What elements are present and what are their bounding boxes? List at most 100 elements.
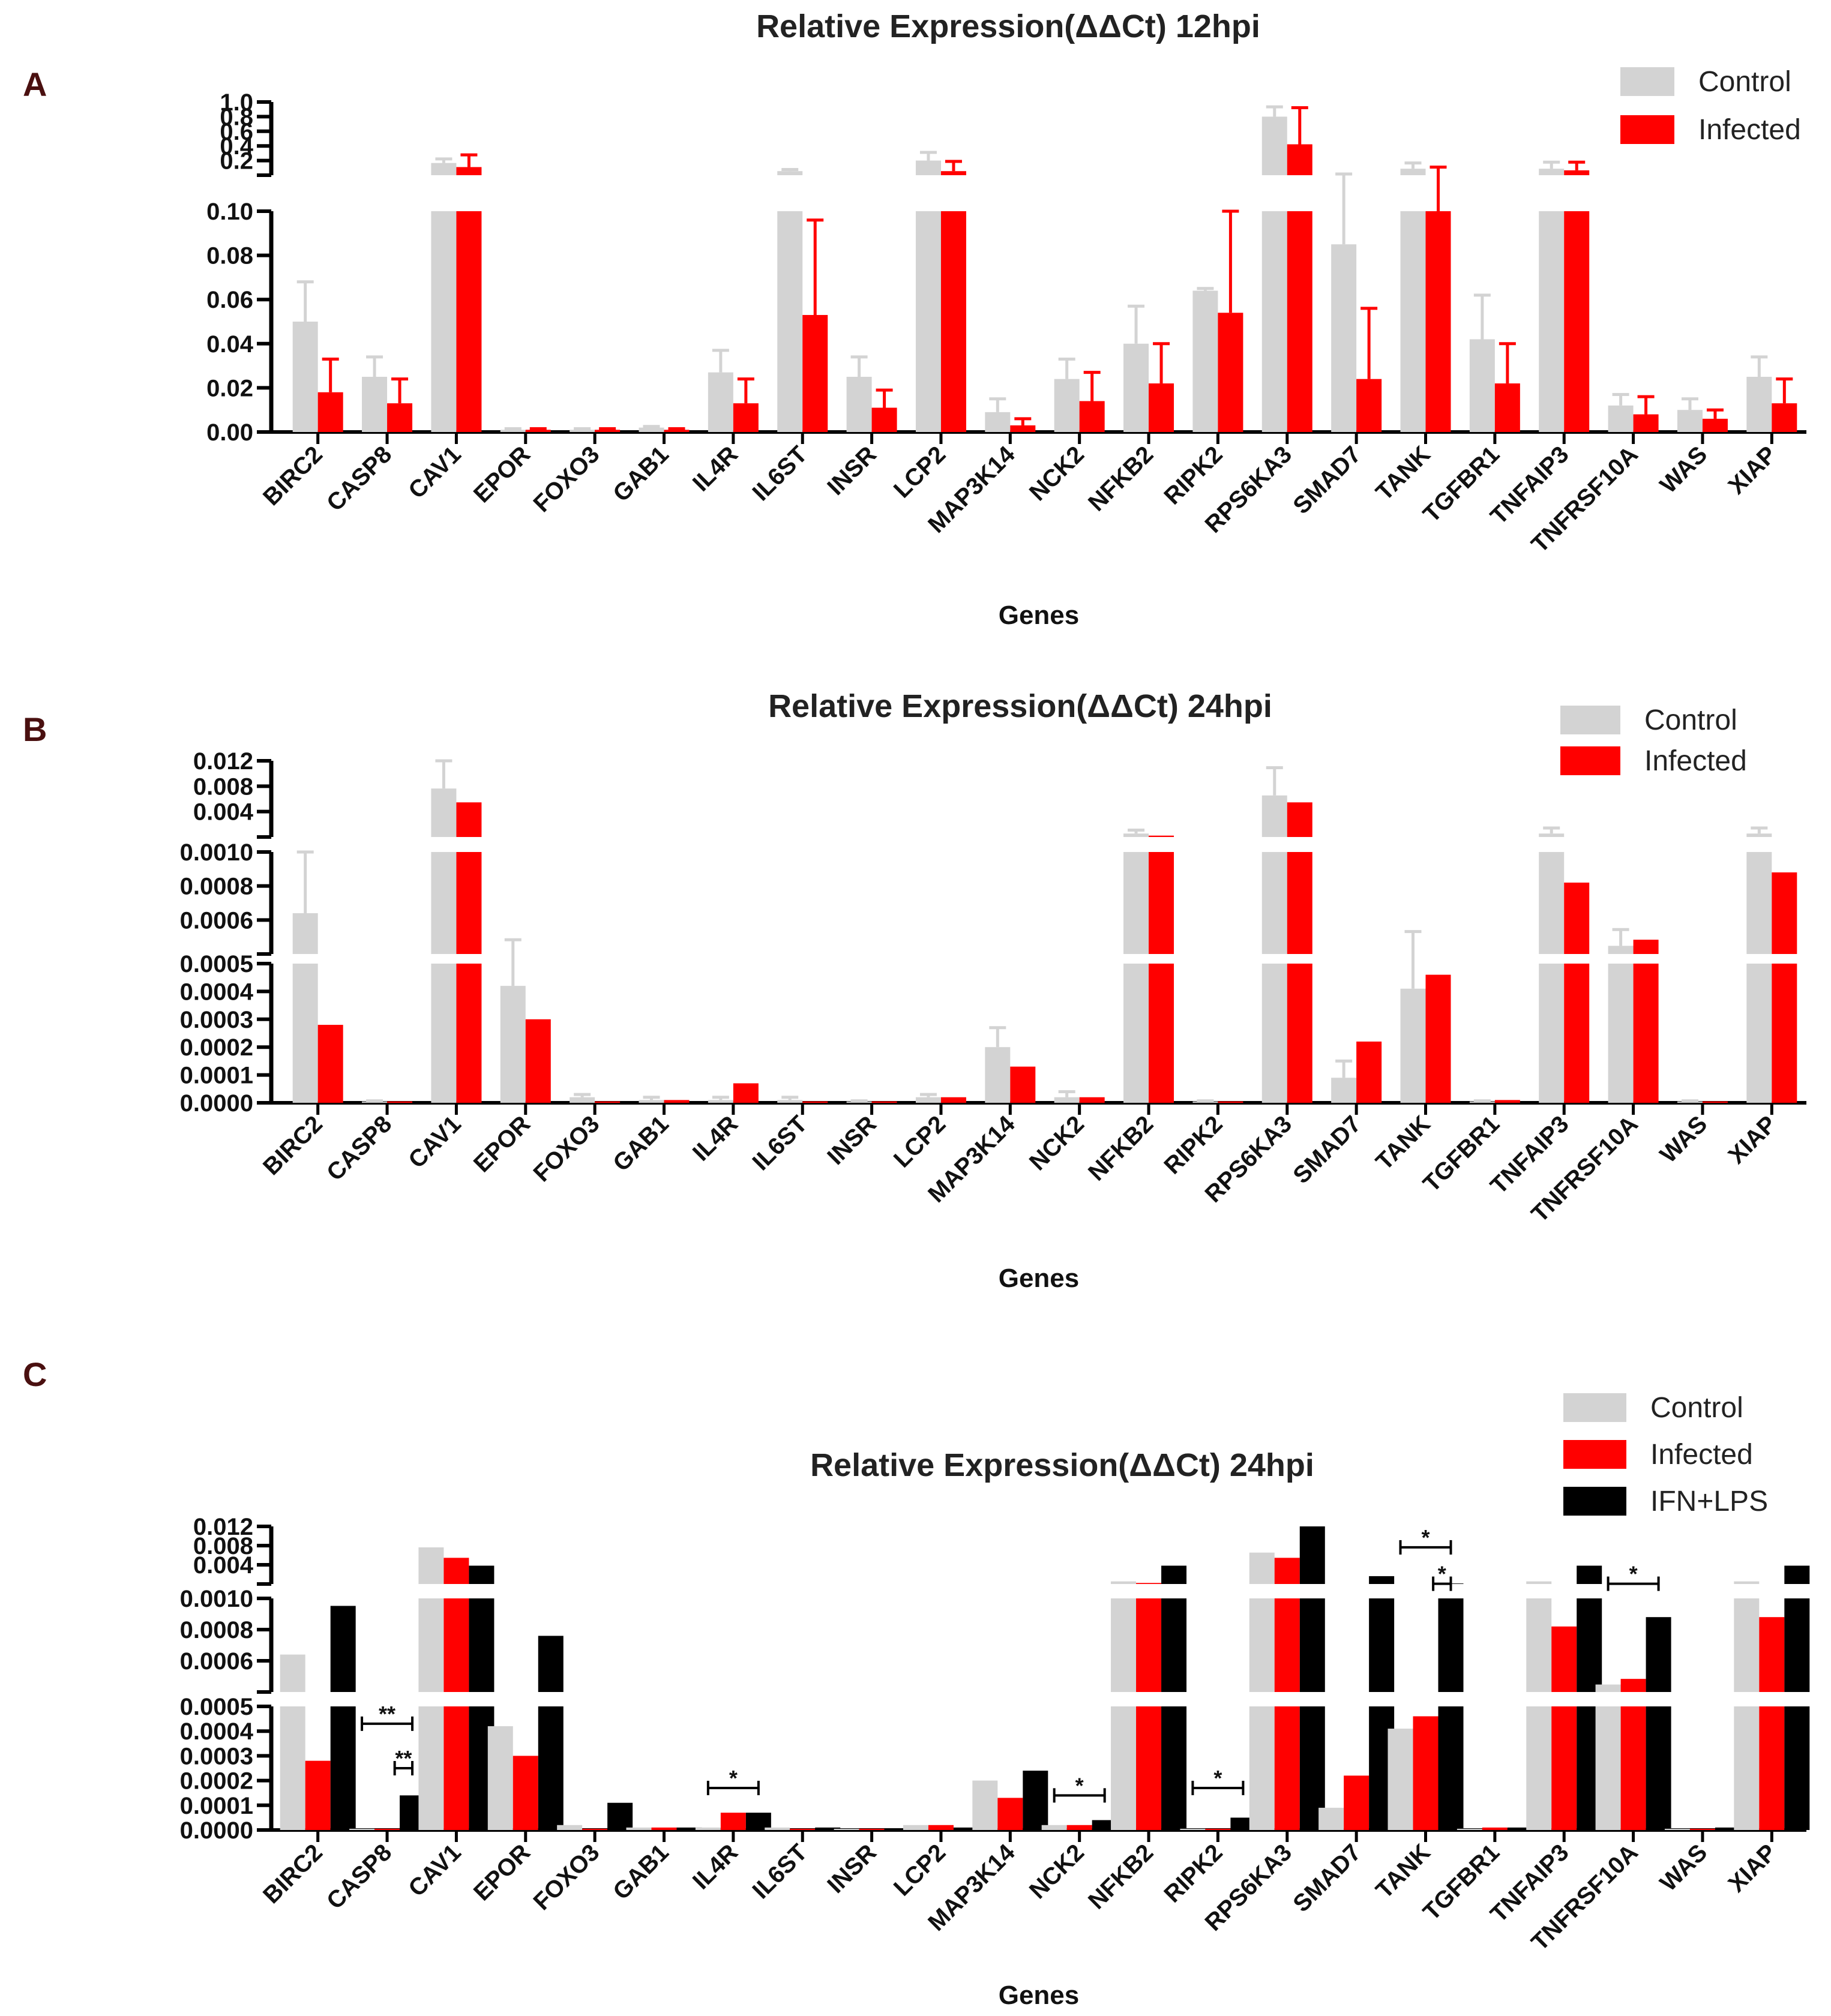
significance-label: * bbox=[1075, 1773, 1084, 1798]
bar-control bbox=[1261, 852, 1287, 954]
bar-control bbox=[431, 788, 457, 837]
bar-infected bbox=[317, 392, 343, 432]
bar-infected bbox=[1218, 313, 1243, 432]
bar-infected bbox=[1274, 1598, 1300, 1692]
bar-infected bbox=[1425, 211, 1451, 432]
bar-infected bbox=[1759, 1706, 1785, 1830]
bar-ifn-lps bbox=[1438, 1706, 1464, 1830]
bar-control bbox=[1746, 833, 1772, 837]
bar-infected bbox=[790, 1828, 816, 1830]
category-label: IL4R bbox=[688, 441, 743, 496]
y-tick-label: 0.0004 bbox=[180, 979, 254, 1005]
bar-ifn-lps bbox=[815, 1827, 841, 1830]
category-label: BIRC2 bbox=[258, 1111, 328, 1180]
bar-infected bbox=[871, 407, 897, 432]
bar-infected bbox=[940, 171, 966, 175]
bar-control bbox=[292, 322, 318, 432]
bar-infected bbox=[387, 1101, 413, 1103]
bar-infected bbox=[456, 802, 482, 837]
bar-control bbox=[1539, 169, 1565, 175]
bar-infected bbox=[456, 211, 482, 432]
bar-control bbox=[280, 1706, 305, 1830]
x-axis-label: Genes bbox=[999, 1264, 1080, 1293]
y-tick-label: 0.10 bbox=[206, 199, 253, 225]
bar-ifn-lps bbox=[1507, 1827, 1533, 1830]
bar-ifn-lps bbox=[330, 1606, 356, 1692]
category-label: CASP8 bbox=[322, 441, 397, 516]
bar-infected bbox=[525, 1019, 551, 1103]
bar-control bbox=[985, 412, 1011, 432]
bar-ifn-lps bbox=[1784, 1565, 1810, 1584]
panel-letter: B bbox=[23, 710, 47, 748]
bar-control bbox=[1261, 964, 1287, 1103]
y-tick-label: 0.008 bbox=[193, 1533, 253, 1559]
bar-control bbox=[1608, 405, 1634, 432]
category-label: FOXO3 bbox=[529, 441, 605, 517]
y-tick-label: 0.004 bbox=[193, 1552, 254, 1579]
y-tick-label: 0.4 bbox=[220, 133, 253, 160]
bar-infected bbox=[456, 964, 482, 1103]
category-label: CASP8 bbox=[322, 1111, 397, 1186]
category-label: CASP8 bbox=[322, 1839, 397, 1914]
category-label: WAS bbox=[1655, 1111, 1713, 1168]
bar-control bbox=[903, 1825, 928, 1830]
bar-infected bbox=[802, 1101, 828, 1103]
bar-infected bbox=[1620, 1706, 1646, 1830]
bar-control bbox=[1677, 410, 1703, 432]
category-label: NFKB2 bbox=[1083, 441, 1158, 516]
bar-ifn-lps bbox=[469, 1598, 495, 1692]
bar-infected bbox=[1136, 1706, 1162, 1830]
bar-ifn-lps bbox=[1299, 1526, 1325, 1584]
bar-control bbox=[915, 211, 941, 432]
bar-control bbox=[431, 852, 457, 954]
bar-infected bbox=[1482, 1827, 1508, 1830]
category-label: NFKB2 bbox=[1083, 1839, 1158, 1914]
bar-control bbox=[1331, 244, 1357, 432]
bar-ifn-lps bbox=[1023, 1771, 1048, 1830]
bar-control bbox=[1734, 1598, 1760, 1692]
y-tick-label: 0.0010 bbox=[180, 839, 253, 866]
bar-infected bbox=[940, 1097, 966, 1103]
bar-infected bbox=[317, 1025, 343, 1103]
bar-control bbox=[1746, 377, 1772, 432]
y-tick-label: 0.0003 bbox=[180, 1007, 253, 1033]
bar-control bbox=[1400, 988, 1426, 1103]
bar-infected bbox=[1356, 379, 1382, 432]
bar-ifn-lps bbox=[676, 1827, 702, 1830]
bar-control bbox=[1111, 1598, 1137, 1692]
bar-infected bbox=[1494, 1100, 1520, 1103]
bar-control bbox=[1261, 211, 1287, 432]
bar-infected bbox=[1702, 1101, 1728, 1103]
category-label: INSR bbox=[822, 1839, 882, 1898]
bar-ifn-lps bbox=[1646, 1617, 1671, 1692]
bar-control bbox=[1249, 1706, 1275, 1830]
y-tick-label: 0.0000 bbox=[180, 1090, 253, 1117]
category-label: XIAP bbox=[1724, 1839, 1782, 1897]
bar-control bbox=[1734, 1581, 1760, 1584]
significance-label: ** bbox=[395, 1746, 412, 1771]
bar-infected bbox=[1564, 883, 1590, 954]
bar-control bbox=[1539, 964, 1565, 1103]
bar-infected bbox=[1149, 383, 1174, 432]
bar-infected bbox=[733, 403, 759, 432]
y-tick-label: 0.0004 bbox=[180, 1718, 254, 1745]
bar-infected bbox=[1344, 1775, 1369, 1830]
bar-infected bbox=[1425, 974, 1451, 1103]
category-label: EPOR bbox=[469, 1111, 535, 1177]
bar-infected bbox=[1136, 1598, 1162, 1692]
bar-infected bbox=[1759, 1617, 1785, 1692]
significance-label: * bbox=[1629, 1562, 1638, 1586]
bar-control bbox=[1261, 795, 1287, 837]
bar-control bbox=[1111, 1581, 1137, 1584]
bar-control bbox=[1734, 1706, 1760, 1830]
bar-infected bbox=[456, 167, 482, 175]
x-axis-label: Genes bbox=[999, 601, 1080, 630]
category-label: NCK2 bbox=[1024, 1111, 1089, 1175]
legend-swatch bbox=[1563, 1440, 1626, 1469]
bar-infected bbox=[443, 1598, 469, 1692]
panel-letter: A bbox=[23, 65, 47, 103]
category-label: IL6ST bbox=[747, 1839, 812, 1904]
bar-control bbox=[431, 211, 457, 432]
y-tick-label: 0.0008 bbox=[180, 1617, 253, 1643]
chart-title: Relative Expression(ΔΔCt) 24hpi bbox=[810, 1447, 1314, 1483]
